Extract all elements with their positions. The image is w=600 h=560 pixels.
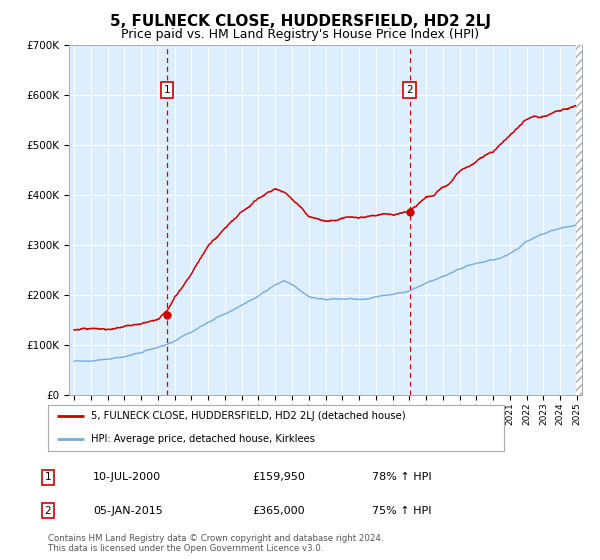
Text: 75% ↑ HPI: 75% ↑ HPI — [372, 506, 431, 516]
Text: Contains HM Land Registry data © Crown copyright and database right 2024.
This d: Contains HM Land Registry data © Crown c… — [48, 534, 383, 553]
Text: £365,000: £365,000 — [252, 506, 305, 516]
Bar — [576, 45, 583, 395]
Text: Price paid vs. HM Land Registry's House Price Index (HPI): Price paid vs. HM Land Registry's House … — [121, 28, 479, 41]
Text: 1: 1 — [44, 472, 52, 482]
Text: 5, FULNECK CLOSE, HUDDERSFIELD, HD2 2LJ (detached house): 5, FULNECK CLOSE, HUDDERSFIELD, HD2 2LJ … — [91, 412, 406, 421]
Text: 78% ↑ HPI: 78% ↑ HPI — [372, 472, 431, 482]
Text: 05-JAN-2015: 05-JAN-2015 — [93, 506, 163, 516]
Text: £159,950: £159,950 — [252, 472, 305, 482]
Text: 2: 2 — [44, 506, 52, 516]
Text: 5, FULNECK CLOSE, HUDDERSFIELD, HD2 2LJ: 5, FULNECK CLOSE, HUDDERSFIELD, HD2 2LJ — [110, 14, 491, 29]
Text: HPI: Average price, detached house, Kirklees: HPI: Average price, detached house, Kirk… — [91, 435, 316, 444]
Text: 1: 1 — [163, 85, 170, 95]
Text: 2: 2 — [406, 85, 413, 95]
Text: 10-JUL-2000: 10-JUL-2000 — [93, 472, 161, 482]
